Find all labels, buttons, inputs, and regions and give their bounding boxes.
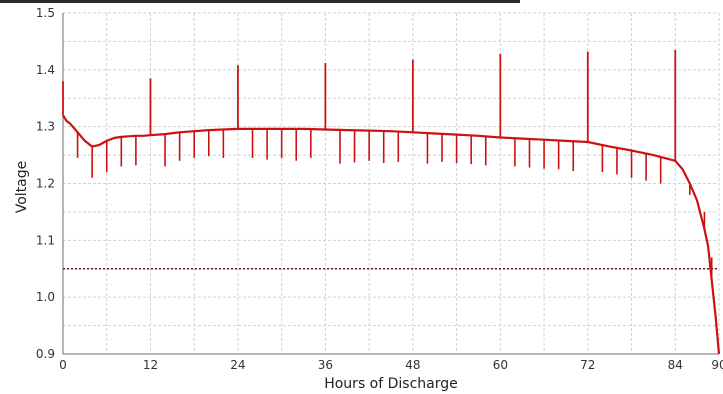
x-tick-label: 36: [318, 358, 333, 372]
axis-layer: [62, 13, 719, 355]
grid-layer: [62, 12, 720, 355]
x-axis-label: Hours of Discharge: [324, 376, 458, 392]
y-tick-label: 1.1: [36, 233, 55, 247]
x-tick-label: 72: [580, 358, 595, 372]
y-tick-label: 0.9: [36, 347, 55, 361]
y-tick-label: 1.2: [36, 177, 55, 191]
y-tick-label: 1.0: [36, 290, 55, 304]
x-tick-label: 0: [59, 358, 67, 372]
top-header-strip: [0, 0, 520, 3]
y-tick-label: 1.4: [36, 63, 55, 77]
x-tick-label: 84: [668, 358, 683, 372]
x-tick-label: 24: [230, 358, 245, 372]
y-axis-label: Voltage: [14, 161, 30, 214]
x-tick-label: 12: [143, 358, 158, 372]
x-tick-label: 48: [405, 358, 420, 372]
y-tick-label: 1.3: [36, 120, 55, 134]
discharge-curve: [62, 114, 721, 355]
x-tick-label: 90: [711, 358, 723, 372]
x-tick-label: 60: [493, 358, 508, 372]
y-tick-label: 1.5: [36, 6, 55, 20]
ticks-layer: 0 12 24 36 48 60 72 84 90 0.9 1.0 1.1 1.2 1.3 1.4 1.5: [36, 6, 723, 372]
series-layer: [62, 49, 721, 355]
